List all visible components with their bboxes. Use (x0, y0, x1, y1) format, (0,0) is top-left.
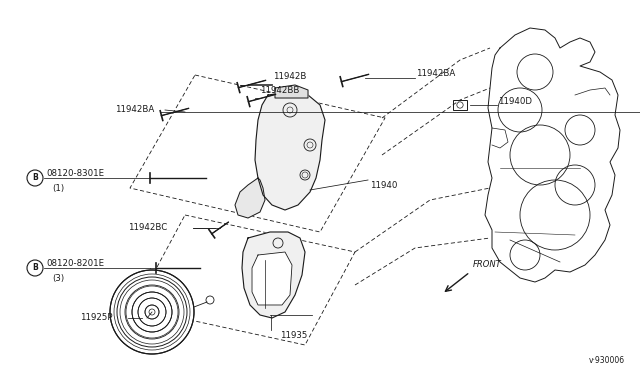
Text: 11942BC: 11942BC (128, 224, 167, 232)
Text: B: B (32, 263, 38, 273)
Text: 11942BB: 11942BB (260, 86, 300, 95)
Text: (1): (1) (52, 183, 64, 192)
Polygon shape (242, 232, 305, 318)
Bar (453, 100, 467, 110)
Polygon shape (252, 252, 292, 305)
Text: 11940: 11940 (370, 180, 397, 189)
Text: 11925P: 11925P (80, 314, 113, 323)
Text: v·930006: v·930006 (589, 356, 625, 365)
Text: FRONT: FRONT (473, 260, 502, 269)
Polygon shape (275, 85, 308, 98)
Circle shape (110, 270, 194, 354)
Polygon shape (255, 92, 325, 210)
Text: (3): (3) (52, 273, 64, 282)
Text: 08120-8301E: 08120-8301E (46, 170, 104, 179)
Text: 11940D: 11940D (498, 97, 532, 106)
Text: 11935: 11935 (280, 330, 307, 340)
Text: 08120-8201E: 08120-8201E (46, 260, 104, 269)
Text: 11942BA: 11942BA (115, 106, 154, 115)
Text: B: B (32, 173, 38, 183)
Text: 11942BA: 11942BA (416, 70, 455, 78)
Text: 11942B: 11942B (273, 72, 307, 81)
Polygon shape (235, 178, 265, 218)
